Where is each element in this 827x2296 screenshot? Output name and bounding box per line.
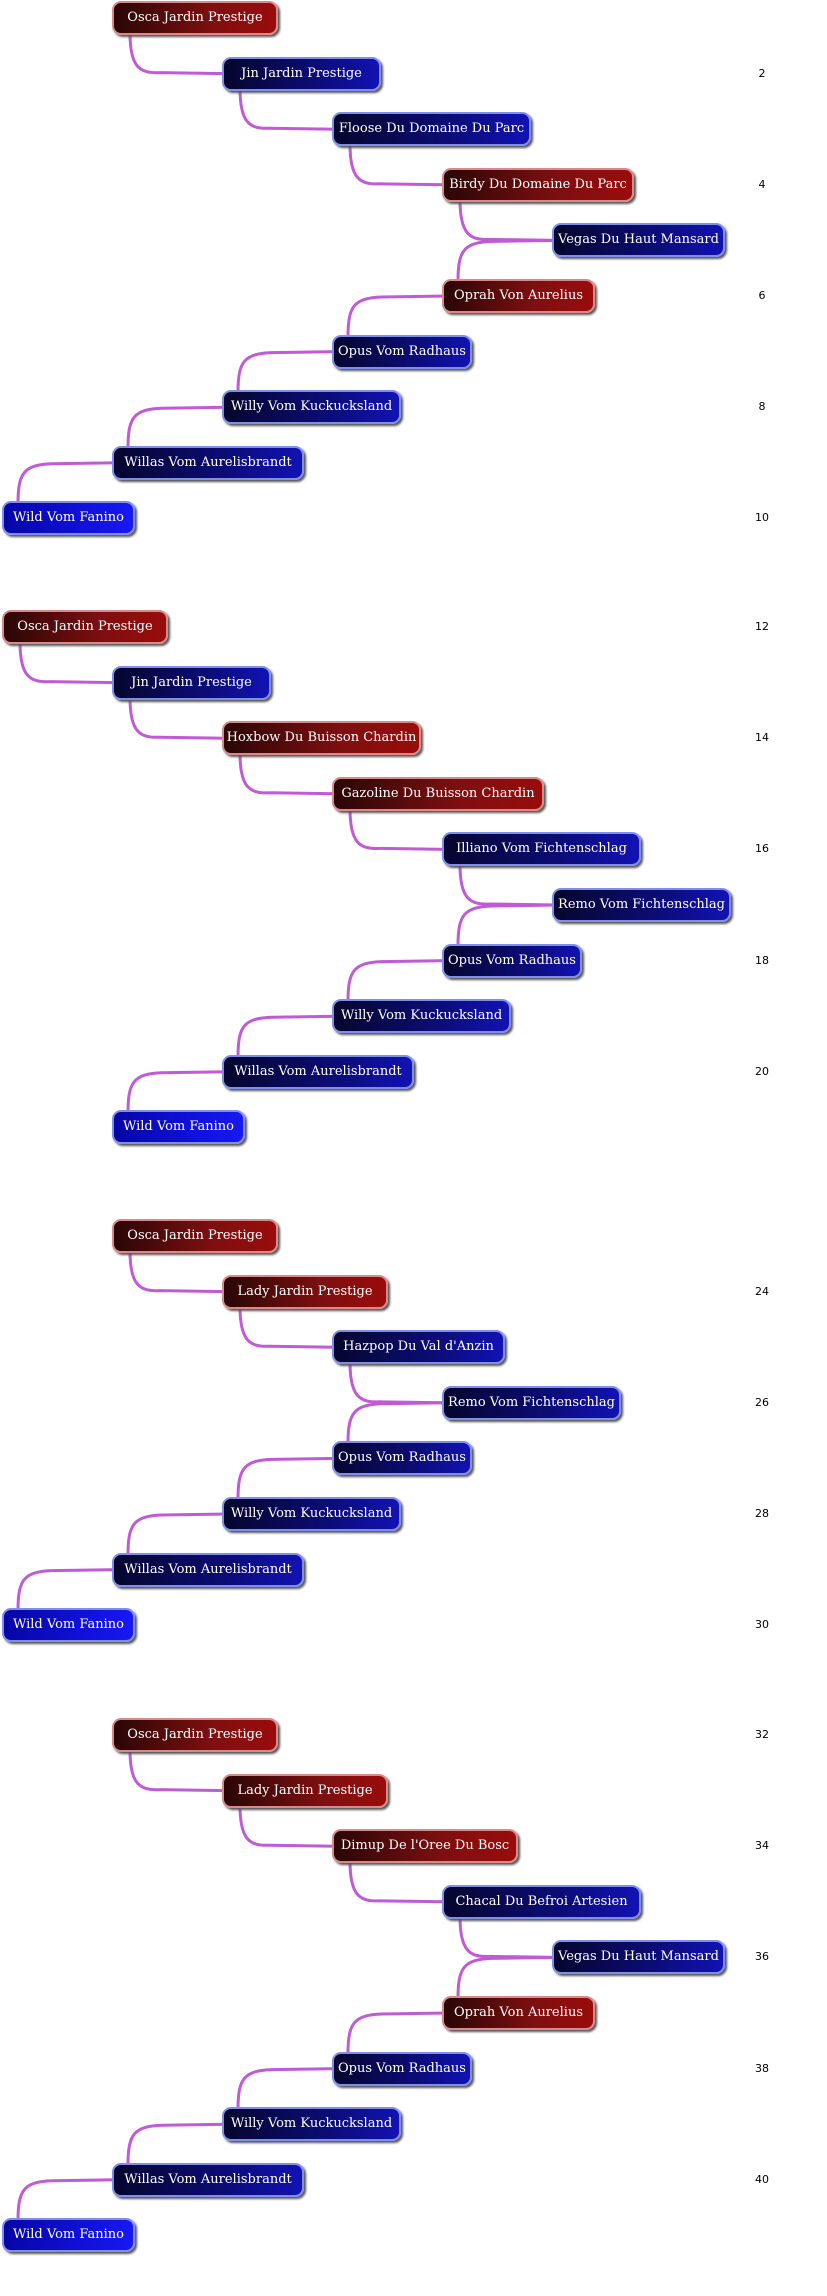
- pedigree-node[interactable]: Oprah Von Aurelius: [442, 1996, 595, 2030]
- connector-line: [16, 2178, 120, 2222]
- row-number: 36: [755, 1950, 769, 1964]
- pedigree-node[interactable]: Chacal Du Befroi Artesien: [442, 1884, 641, 1919]
- connector-line: [238, 87, 338, 131]
- row-number: 4: [758, 177, 766, 191]
- connector-line: [346, 959, 450, 1003]
- row-number: 16: [755, 842, 769, 856]
- pedigree-node[interactable]: Gazoline Du Buisson Chardin: [332, 776, 544, 811]
- row-number: 6: [758, 289, 766, 302]
- pedigree-node[interactable]: Willy Vom Kuckucksland: [332, 999, 511, 1034]
- row-number: 30: [755, 1618, 769, 1632]
- pedigree-node[interactable]: Willas Vom Aurelisbrandt: [222, 1054, 414, 1089]
- pedigree-node[interactable]: Vegas Du Haut Mansard: [552, 1940, 725, 1975]
- pedigree-node[interactable]: Willy Vom Kuckucksland: [222, 1497, 401, 1531]
- row-number: 14: [755, 731, 769, 745]
- pedigree-node[interactable]: Remo Vom Fichtenschlag: [552, 888, 731, 922]
- row-number: 18: [755, 953, 769, 967]
- pedigree-node[interactable]: Willas Vom Aurelisbrandt: [112, 2162, 304, 2197]
- pedigree-node[interactable]: Wild Vom Fanino: [2, 1608, 135, 1643]
- row-number: 38: [755, 2061, 769, 2075]
- connector-line: [458, 198, 558, 242]
- pedigree-node[interactable]: Osca Jardin Prestige: [2, 610, 168, 644]
- pedigree-node[interactable]: Hoxbow Du Buisson Chardin: [222, 721, 421, 756]
- connector-line: [346, 294, 450, 339]
- pedigree-node[interactable]: Opus Vom Radhaus: [332, 1441, 472, 1476]
- connector-line: [456, 903, 560, 948]
- pedigree-node[interactable]: Opus Vom Radhaus: [442, 943, 582, 978]
- pedigree-node[interactable]: Opus Vom Radhaus: [332, 334, 472, 369]
- pedigree-node[interactable]: Jin Jardin Prestige: [222, 56, 381, 91]
- pedigree-node[interactable]: Jin Jardin Prestige: [112, 665, 271, 700]
- row-number: 28: [755, 1507, 769, 1520]
- connector-line: [236, 350, 340, 394]
- connector-line: [128, 1249, 228, 1294]
- connector-line: [236, 1456, 340, 1501]
- connector-line: [128, 31, 228, 76]
- connector-line: [456, 238, 560, 283]
- connector-line: [348, 807, 448, 851]
- pedigree-node[interactable]: Willy Vom Kuckucksland: [222, 390, 401, 425]
- connector-line: [348, 142, 448, 187]
- pedigree-node[interactable]: Vegas Du Haut Mansard: [552, 223, 725, 258]
- pedigree-node[interactable]: Osca Jardin Prestige: [112, 1718, 278, 1752]
- connector-line: [126, 2122, 230, 2167]
- connector-line: [456, 1955, 560, 2000]
- row-number: 10: [755, 511, 769, 525]
- connector-line: [236, 1014, 340, 1059]
- row-number: 32: [755, 1728, 769, 1741]
- connector-line: [238, 751, 338, 796]
- connector-line: [128, 1748, 228, 1793]
- connector-line: [18, 640, 118, 685]
- row-number: 26: [755, 1395, 769, 1409]
- connector-line: [236, 2067, 340, 2111]
- row-number: 12: [755, 620, 769, 633]
- pedigree-node[interactable]: Willas Vom Aurelisbrandt: [112, 1552, 304, 1587]
- row-number: 40: [755, 2172, 769, 2186]
- pedigree-node[interactable]: Wild Vom Fanino: [2, 2218, 135, 2253]
- connector-line: [128, 696, 228, 740]
- connector-line: [16, 461, 120, 505]
- connector-line: [238, 1804, 338, 1848]
- pedigree-node[interactable]: Dimup De l'Oree Du Bosc: [332, 1829, 518, 1864]
- pedigree-node[interactable]: Willy Vom Kuckucksland: [222, 2107, 401, 2142]
- pedigree-node[interactable]: Osca Jardin Prestige: [112, 1219, 278, 1253]
- connector-line: [458, 1915, 558, 1959]
- pedigree-node[interactable]: Willas Vom Aurelisbrandt: [112, 445, 304, 480]
- pedigree-node[interactable]: Osca Jardin Prestige: [112, 1, 278, 35]
- row-number: 24: [755, 1284, 769, 1298]
- pedigree-node[interactable]: Lady Jardin Prestige: [222, 1773, 388, 1808]
- pedigree-node[interactable]: Lady Jardin Prestige: [222, 1274, 388, 1309]
- row-number: 34: [755, 1839, 769, 1853]
- pedigree-node[interactable]: Illiano Vom Fichtenschlag: [442, 832, 641, 867]
- row-number: 20: [755, 1064, 769, 1078]
- connector-line: [346, 2011, 450, 2056]
- connector-line: [126, 1070, 230, 1114]
- pedigree-node[interactable]: Remo Vom Fichtenschlag: [442, 1385, 621, 1420]
- pedigree-node[interactable]: Wild Vom Fanino: [112, 1110, 245, 1145]
- pedigree-node[interactable]: Oprah Von Aurelius: [442, 279, 595, 313]
- pedigree-node[interactable]: Opus Vom Radhaus: [332, 2051, 472, 2086]
- row-number: 8: [758, 400, 766, 414]
- pedigree-node[interactable]: Hazpop Du Val d'Anzin: [332, 1330, 505, 1365]
- connector-line: [348, 1859, 448, 1904]
- pedigree-node[interactable]: Birdy Du Domaine Du Parc: [442, 167, 634, 202]
- pedigree-node[interactable]: Wild Vom Fanino: [2, 501, 135, 536]
- connector-line: [126, 405, 230, 450]
- connector-line: [16, 1568, 120, 1612]
- connector-line: [346, 1401, 450, 1445]
- pedigree-node[interactable]: Floose Du Domaine Du Parc: [332, 112, 531, 147]
- row-number: 2: [758, 66, 766, 80]
- connector-line: [238, 1305, 338, 1349]
- connector-line: [458, 862, 558, 907]
- connector-line: [126, 1512, 230, 1557]
- connector-line: [348, 1360, 448, 1405]
